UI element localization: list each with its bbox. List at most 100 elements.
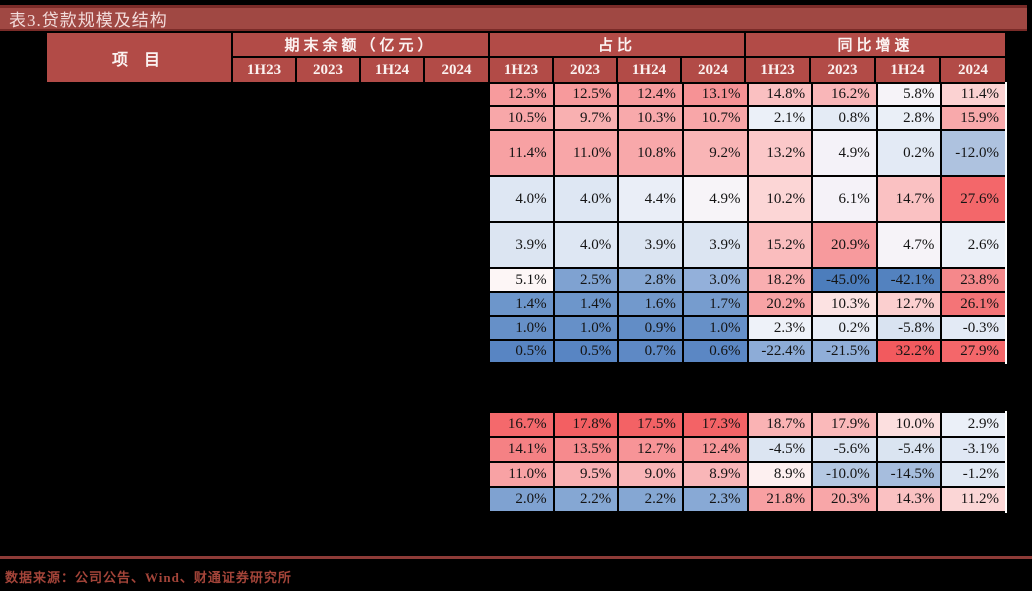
table-cell: 13.1% — [683, 84, 747, 105]
table-cell: 10.8% — [619, 131, 682, 175]
header-item-cell: 项 目 — [47, 33, 231, 82]
table-cell: 0.9% — [619, 317, 682, 339]
table-cell: -5.8% — [877, 317, 941, 339]
table-cell: 13.2% — [748, 131, 812, 175]
table-cell: 12.5% — [554, 84, 618, 105]
table-cell: 10.7% — [683, 107, 747, 129]
table-header: 项 目 期末余额（亿元） 占比 同比增速 1H23 2023 1H24 2024… — [45, 31, 1007, 82]
table-cell: 23.8% — [942, 269, 1005, 291]
table-cell: 4.4% — [619, 177, 682, 221]
table-cell: 26.1% — [942, 293, 1005, 315]
table-cell: 14.7% — [877, 177, 941, 221]
table-cell: 0.6% — [683, 341, 747, 362]
table-cell: 11.4% — [490, 131, 553, 175]
header-group-share: 占比 — [490, 33, 744, 56]
table-cell: 8.9% — [748, 463, 812, 486]
table-cell: 17.3% — [683, 413, 747, 436]
table-cell: 2.8% — [877, 107, 941, 129]
header-period-cell: 1H24 — [876, 58, 939, 82]
table-cell: 4.9% — [683, 177, 747, 221]
table-cell: -21.5% — [813, 341, 876, 362]
table-cell: 0.5% — [490, 341, 553, 362]
table-cell: 1.0% — [683, 317, 747, 339]
table-cell: 20.3% — [813, 488, 876, 511]
table-cell: 1.6% — [619, 293, 682, 315]
table-cell: 1.0% — [554, 317, 618, 339]
table-cell: -1.2% — [942, 463, 1005, 486]
table-cell: 10.2% — [748, 177, 812, 221]
header-period-cell: 1H24 — [618, 58, 680, 82]
table-cell: 17.9% — [813, 413, 876, 436]
header-period-cell: 1H24 — [361, 58, 423, 82]
table-cell: 9.5% — [554, 463, 618, 486]
table-cell: -12.0% — [942, 131, 1005, 175]
table-cell: 2.6% — [942, 223, 1005, 267]
table-cell: 16.7% — [490, 413, 553, 436]
table-cell: 2.5% — [554, 269, 618, 291]
table-cell: 0.8% — [813, 107, 876, 129]
table-cell: 1.4% — [490, 293, 553, 315]
table-bottom-rule — [0, 556, 1032, 559]
table-cell: 32.2% — [877, 341, 941, 362]
table-cell: 0.2% — [813, 317, 876, 339]
table-cell: 12.7% — [619, 438, 682, 461]
table-title: 表3.贷款规模及结构 — [9, 10, 168, 30]
table-cell: 4.0% — [490, 177, 553, 221]
table-cell: 15.2% — [748, 223, 812, 267]
table-cell: 4.9% — [813, 131, 876, 175]
header-period-cell: 1H23 — [490, 58, 552, 82]
table-title-bar: 表3.贷款规模及结构 — [0, 5, 1027, 31]
table-cell: 10.3% — [813, 293, 876, 315]
table-cell: 3.9% — [619, 223, 682, 267]
table-cell: 0.7% — [619, 341, 682, 362]
table-cell: 20.2% — [748, 293, 812, 315]
table-cell: 10.3% — [619, 107, 682, 129]
table-cell: 12.4% — [619, 84, 682, 105]
table-cell: 1.7% — [683, 293, 747, 315]
table-cell: 11.0% — [554, 131, 618, 175]
table-cell: 18.2% — [748, 269, 812, 291]
table-cell: -45.0% — [813, 269, 876, 291]
table-cell: 12.3% — [490, 84, 553, 105]
table-cell: 2.3% — [748, 317, 812, 339]
table-cell: 2.2% — [554, 488, 618, 511]
table-cell: 9.0% — [619, 463, 682, 486]
table-cell: 21.8% — [748, 488, 812, 511]
table-cell: 2.9% — [942, 413, 1005, 436]
header-period-cell: 1H23 — [233, 58, 295, 82]
table-cell: 27.6% — [942, 177, 1005, 221]
data-block: 12.3% 12.5% 12.4% 13.1% 14.8% 16.2% 5.8% 11.4% 1… — [488, 82, 1007, 364]
table-cell: -4.5% — [748, 438, 812, 461]
table-cell: 9.2% — [683, 131, 747, 175]
table-cell: 0.2% — [877, 131, 941, 175]
table-cell: 1.4% — [554, 293, 618, 315]
table-cell: 18.7% — [748, 413, 812, 436]
header-period-cell: 2024 — [941, 58, 1005, 82]
table-cell: 2.0% — [490, 488, 553, 511]
table-cell: 0.5% — [554, 341, 618, 362]
table-cell: 15.9% — [942, 107, 1005, 129]
header-period-cell: 1H23 — [746, 58, 809, 82]
table-cell: 11.2% — [942, 488, 1005, 511]
table-cell: 17.5% — [619, 413, 682, 436]
table-cell: 2.1% — [748, 107, 812, 129]
table-cell: -3.1% — [942, 438, 1005, 461]
table-cell: 8.9% — [683, 463, 747, 486]
table-cell: -5.6% — [813, 438, 876, 461]
table-cell: 5.1% — [490, 269, 553, 291]
table-cell: 5.8% — [877, 84, 941, 105]
table-cell: 4.0% — [554, 223, 618, 267]
header-period-cell: 2024 — [682, 58, 744, 82]
header-period-cell: 2023 — [554, 58, 616, 82]
table-cell: 14.8% — [748, 84, 812, 105]
table-cell: 2.2% — [619, 488, 682, 511]
table-cell: -5.4% — [877, 438, 941, 461]
table-cell: -0.3% — [942, 317, 1005, 339]
table-cell: 14.1% — [490, 438, 553, 461]
header-period-cell: 2023 — [297, 58, 359, 82]
table-cell: 12.4% — [683, 438, 747, 461]
table-cell: 11.0% — [490, 463, 553, 486]
table-cell: 2.8% — [619, 269, 682, 291]
header-period-cell: 2023 — [811, 58, 874, 82]
